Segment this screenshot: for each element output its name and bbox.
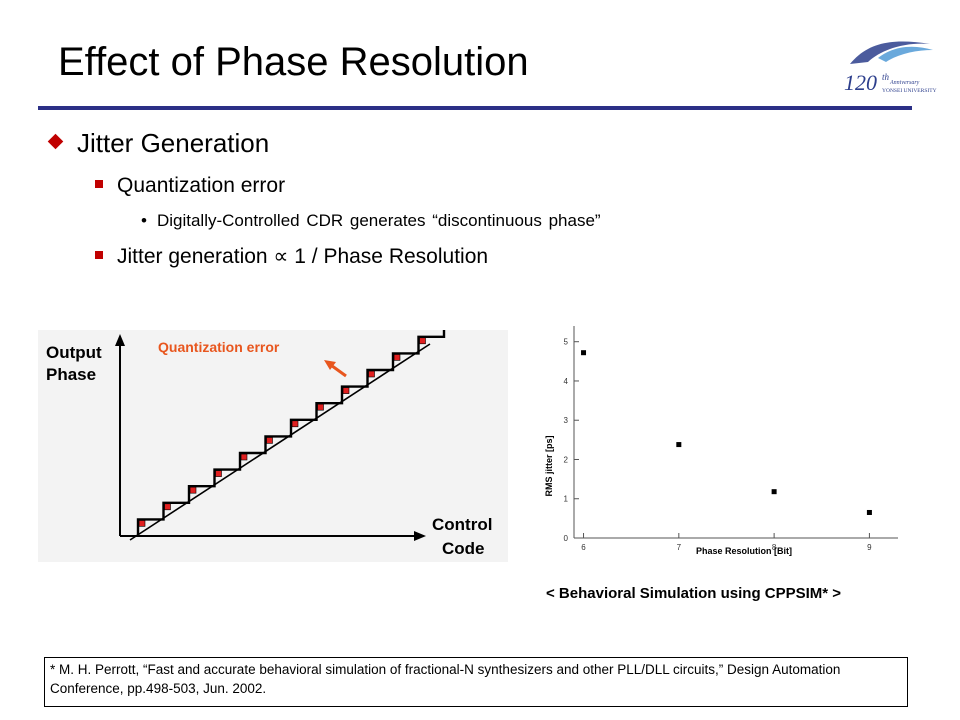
ideal-phase-line [129, 343, 431, 541]
quantization-error-marker [419, 337, 426, 345]
dot-bullet-icon: • [141, 211, 147, 230]
chart-point [676, 442, 682, 448]
chart-xlabel: Phase Resolution [Bit] [696, 546, 792, 556]
chart-x-tick-label: 6 [581, 543, 586, 552]
square-bullet-icon [95, 251, 103, 259]
chart-x-tick-label: 8 [772, 543, 777, 552]
x-axis-arrow-icon [414, 531, 426, 541]
quantization-staircase-figure: Output Phase Control Code Quantization e… [38, 330, 508, 562]
chart-points [581, 350, 872, 515]
staircase-group [136, 330, 446, 536]
quantization-error-marker [342, 387, 350, 394]
quantization-error-marker [189, 486, 197, 494]
x-label-line1: Control [432, 515, 492, 534]
quantization-error-marker [368, 370, 375, 378]
bullet-jitter-generation: Jitter Generation [47, 128, 269, 159]
x-label-line2: Code [442, 539, 485, 558]
quantization-error-marker [291, 420, 299, 428]
quantization-error-marker [164, 503, 171, 511]
annotation-arrow-head-icon [324, 360, 336, 370]
chart-point [581, 350, 587, 356]
square-bullet-icon [95, 180, 103, 188]
chart-point [866, 509, 872, 515]
quantization-error-marker [138, 520, 146, 527]
quantization-error-marker [215, 470, 222, 477]
y-label-line1: Output [46, 343, 102, 362]
title-underline [38, 106, 912, 110]
y-label-line2: Phase [46, 365, 96, 384]
rms-jitter-chart: 0 1 2 3 4 5 6 7 8 9 Phase Resolution [Bit] RMS ji… [544, 326, 898, 556]
slide-title: Effect of Phase Resolution [58, 40, 529, 84]
diamond-bullet-icon [47, 133, 64, 150]
svg-text:120: 120 [844, 70, 877, 95]
logo-sup: th [882, 72, 890, 82]
quantization-error-marker [266, 437, 273, 444]
bullet-dcdr: • Digitally-Controlled CDR generates “dis… [141, 211, 601, 230]
quantization-error-marker [393, 354, 401, 361]
figure-caption: < Behavioral Simulation using CPPSIM* > [546, 585, 842, 602]
chart-y-tick-label: 4 [564, 377, 569, 386]
staircase-line [136, 330, 446, 536]
y-axis-arrow-icon [115, 334, 125, 346]
chart-y-tick-label: 0 [564, 534, 569, 543]
chart-point [771, 489, 777, 495]
chart-axes: 0 1 2 3 4 5 6 7 8 9 [564, 326, 898, 552]
chart-x-tick-label: 9 [867, 543, 872, 552]
quantization-error-marker [317, 403, 324, 411]
annotation-label: Quantization error [158, 339, 280, 355]
logo-number: 120 [844, 70, 877, 95]
chart-ylabel: RMS jitter [ps] [544, 435, 554, 496]
bullet-jitter-proportional: Jitter generation ∝ 1 / Phase Resolution [95, 244, 488, 269]
chart-x-tick-label: 7 [677, 543, 682, 552]
university-logo: 120 th Anniversary YONSEI UNIVERSITY [844, 41, 937, 95]
chart-y-tick-label: 2 [564, 455, 569, 464]
quantization-error-marker [240, 453, 248, 461]
bullet-quantization-error: Quantization error [95, 174, 285, 198]
chart-y-tick-label: 1 [564, 495, 569, 504]
reference-footnote: * M. H. Perrott, “Fast and accurate beha… [44, 657, 908, 707]
logo-anniversary: Anniversary [889, 80, 920, 86]
chart-y-tick-label: 5 [564, 338, 569, 347]
logo-university: YONSEI UNIVERSITY [882, 88, 937, 94]
chart-y-tick-label: 3 [564, 416, 569, 425]
